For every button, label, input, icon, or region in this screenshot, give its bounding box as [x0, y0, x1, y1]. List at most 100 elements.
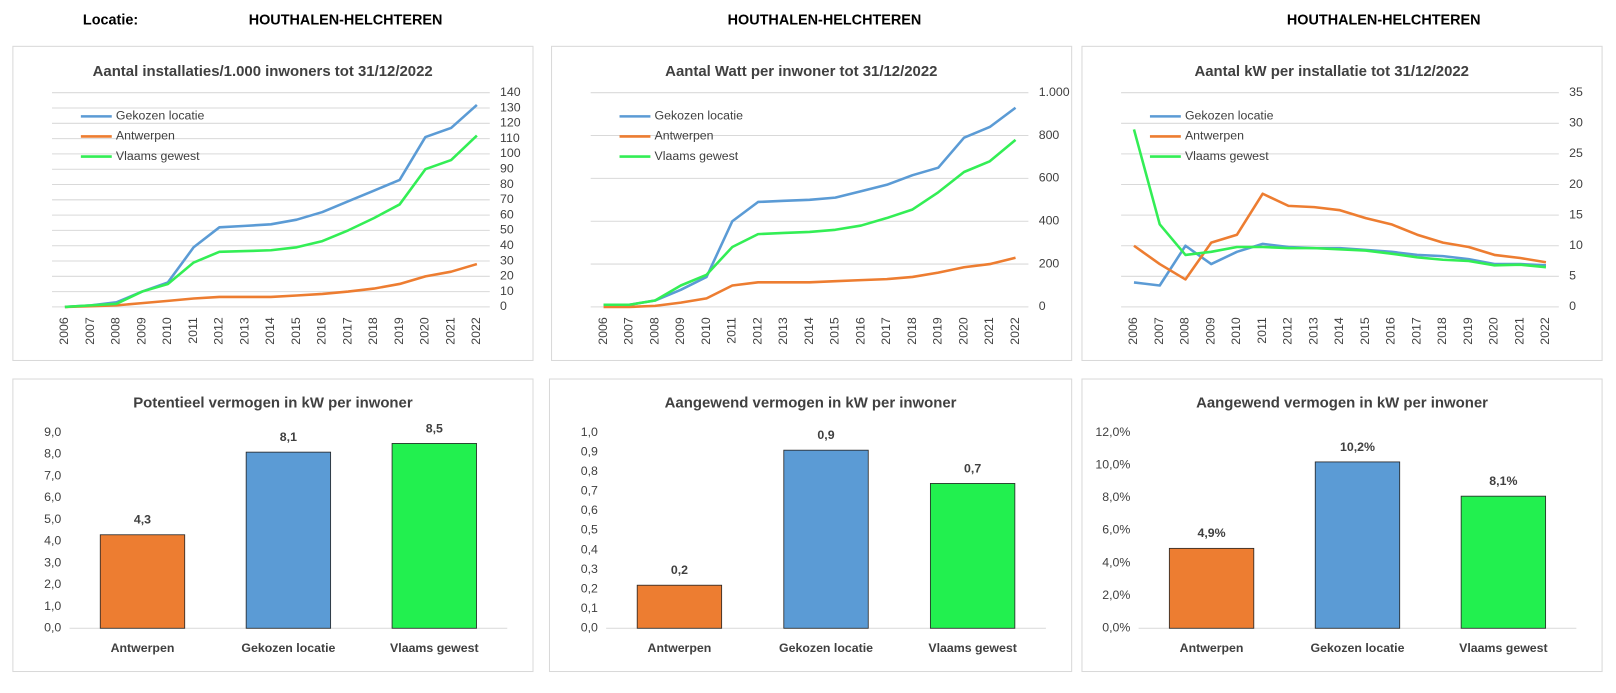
x-tick-label: 2022 [1538, 317, 1552, 345]
chart-title: Aangewend vermogen in kW per inwoner [665, 395, 957, 412]
legend-label: Gekozen locatie [116, 109, 205, 123]
location-name: HOUTHALEN-HELCHTEREN [728, 12, 922, 28]
legend-label: Antwerpen [116, 129, 175, 143]
x-tick-label: 2016 [315, 317, 329, 345]
y-tick-label: 140 [500, 85, 521, 99]
x-tick-label: 2008 [109, 317, 123, 345]
y-tick-label: 0 [1039, 299, 1046, 313]
y-tick-label: 25 [1569, 146, 1583, 160]
y-tick-label: 100 [500, 146, 521, 160]
y-tick-label: 800 [1039, 128, 1060, 142]
y-tick-label: 0,0% [1102, 621, 1130, 635]
line-series [603, 106, 1017, 307]
y-tick-label: 2,0 [44, 577, 61, 591]
x-tick-label: 2018 [905, 317, 919, 345]
y-tick-label: 0,1 [581, 601, 598, 615]
y-tick-label: 110 [500, 131, 520, 145]
x-tick-label: 2010 [699, 317, 713, 345]
data-label: 10,2% [1340, 440, 1375, 454]
chart-title: Aantal installaties/1.000 inwoners tot 3… [93, 63, 433, 80]
chart-panel [1081, 45, 1603, 361]
x-tick-label: Antwerpen [111, 641, 175, 655]
x-tick-label: 2007 [83, 317, 97, 345]
y-tick-label: 6,0% [1102, 523, 1130, 537]
data-label: 8,1 [280, 430, 297, 444]
x-tick-label: 2007 [1152, 317, 1166, 345]
x-tick-label: Vlaams gewest [928, 641, 1017, 655]
y-tick-label: 120 [500, 116, 521, 130]
x-tick-label: 2016 [853, 317, 867, 345]
x-tick-label: 2009 [673, 317, 687, 345]
x-tick-label: Vlaams gewest [1459, 641, 1548, 655]
x-tick-label: 2010 [160, 317, 174, 345]
bar [929, 483, 1016, 629]
y-tick-label: 5 [1569, 269, 1576, 283]
x-tick-label: 2008 [1178, 317, 1192, 345]
x-tick-label: 2006 [57, 317, 71, 345]
y-tick-label: 200 [1039, 256, 1060, 270]
y-tick-label: 6,0 [44, 490, 61, 504]
x-tick-label: Gekozen locatie [779, 641, 873, 655]
x-tick-label: 2020 [1487, 317, 1501, 345]
y-tick-label: 8,0% [1102, 490, 1130, 504]
legend-label: Antwerpen [1185, 129, 1244, 143]
x-tick-label: 2015 [1358, 317, 1372, 345]
x-tick-label: 2020 [418, 317, 432, 345]
line-series [64, 134, 478, 309]
x-tick-label: Antwerpen [1180, 641, 1244, 655]
chart-panel [12, 45, 534, 361]
x-tick-label: 2009 [1203, 317, 1217, 345]
location-label: Locatie: [83, 12, 138, 28]
y-tick-label: 0,6 [581, 503, 598, 517]
x-tick-label: Vlaams gewest [390, 641, 479, 655]
x-tick-label: 2019 [1461, 317, 1475, 345]
x-tick-label: 2015 [289, 317, 303, 345]
data-label: 8,1% [1489, 474, 1517, 488]
y-tick-label: 0,9 [581, 444, 598, 458]
x-tick-label: 2014 [1332, 317, 1346, 345]
y-tick-label: 0,0 [44, 621, 61, 635]
y-tick-label: 20 [1569, 177, 1583, 191]
line-series [603, 138, 1017, 307]
chart-title: Aangewend vermogen in kW per inwoner [1196, 395, 1488, 412]
y-tick-label: 0,3 [581, 562, 598, 576]
y-tick-label: 0,2 [581, 581, 598, 595]
x-tick-label: 2009 [134, 317, 148, 345]
x-tick-label: 2017 [879, 317, 893, 345]
y-tick-label: 20 [500, 269, 514, 283]
y-tick-label: 600 [1039, 171, 1060, 185]
line-series [603, 256, 1016, 309]
legend-label: Antwerpen [655, 129, 714, 143]
y-tick-label: 5,0 [44, 512, 61, 526]
line-series [1132, 129, 1547, 269]
x-tick-label: 2011 [1255, 317, 1269, 344]
y-tick-label: 2,0% [1102, 588, 1130, 602]
x-tick-label: 2021 [1512, 317, 1526, 345]
x-tick-label: 2018 [1435, 317, 1449, 345]
y-tick-label: 35 [1569, 85, 1583, 99]
y-tick-label: 15 [1569, 207, 1583, 221]
bar [245, 451, 332, 629]
x-tick-label: 2006 [1126, 317, 1140, 345]
legend-label: Vlaams gewest [116, 149, 200, 163]
y-tick-label: 0,0 [581, 621, 598, 635]
line-series [64, 262, 478, 309]
bar [99, 534, 186, 629]
y-tick-label: 4,0 [44, 534, 61, 548]
y-tick-label: 50 [500, 223, 514, 237]
data-label: 0,7 [964, 461, 981, 475]
x-tick-label: 2017 [340, 317, 354, 345]
x-tick-label: 2022 [469, 317, 483, 345]
x-tick-label: 2014 [263, 317, 277, 345]
chart-panel [551, 45, 1073, 361]
y-tick-label: 130 [500, 100, 521, 114]
x-tick-label: 2011 [725, 317, 739, 344]
chart-title: Potentieel vermogen in kW per inwoner [133, 395, 413, 412]
y-tick-label: 10 [500, 284, 514, 298]
y-tick-label: 0 [500, 299, 507, 313]
y-tick-label: 4,0% [1102, 555, 1130, 569]
y-tick-label: 80 [500, 177, 514, 191]
y-tick-label: 0,8 [581, 464, 598, 478]
x-tick-label: 2007 [622, 317, 636, 345]
